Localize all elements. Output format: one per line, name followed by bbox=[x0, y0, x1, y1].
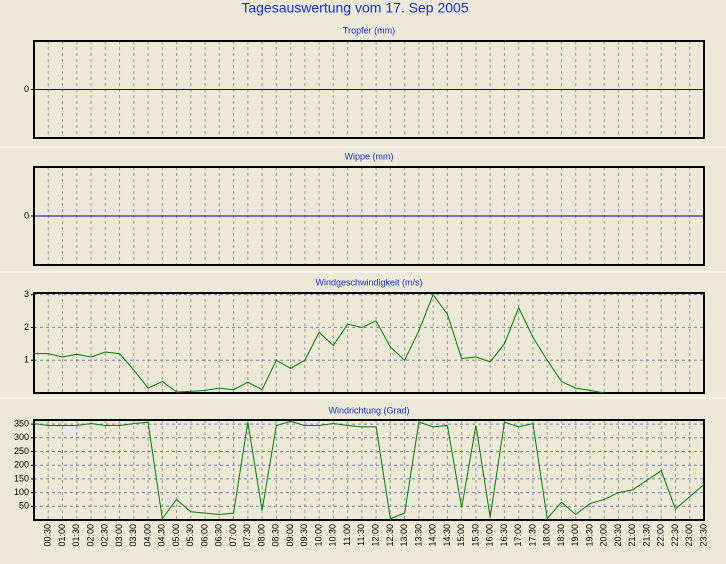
x-tick-label: 04:00 bbox=[142, 524, 152, 547]
y-tick-label: 2 bbox=[24, 322, 29, 332]
panel-title: Windgeschwindigkeit (m/s) bbox=[315, 277, 422, 287]
x-tick-label: 17:30 bbox=[527, 524, 537, 547]
x-tick-label: 23:30 bbox=[698, 524, 708, 547]
x-tick-label: 07:30 bbox=[242, 524, 252, 547]
y-tick-label: 300 bbox=[14, 432, 29, 442]
panel-title: Tropfer (mm) bbox=[343, 25, 395, 35]
y-tick-label: 3 bbox=[24, 289, 29, 299]
x-tick-label: 20:00 bbox=[599, 524, 609, 547]
x-tick-label: 02:30 bbox=[100, 524, 110, 547]
x-tick-label: 06:30 bbox=[214, 524, 224, 547]
x-tick-label: 03:00 bbox=[114, 524, 124, 547]
x-tick-label: 05:00 bbox=[171, 524, 181, 547]
data-line bbox=[33, 420, 705, 520]
panel-title: Windrichtung (Grad) bbox=[328, 405, 409, 415]
y-tick-label: 0 bbox=[24, 210, 29, 220]
x-tick-label: 03:30 bbox=[128, 524, 138, 547]
x-tick-label: 07:00 bbox=[228, 524, 238, 547]
x-tick-label: 22:30 bbox=[670, 524, 680, 547]
y-tick-label: 0 bbox=[24, 84, 29, 94]
chart-title: Tagesauswertung vom 17. Sep 2005 bbox=[241, 0, 468, 16]
x-tick-label: 02:00 bbox=[85, 524, 95, 547]
x-tick-label: 23:00 bbox=[684, 524, 694, 547]
y-tick-label: 150 bbox=[14, 473, 29, 483]
x-tick-label: 14:30 bbox=[442, 524, 452, 547]
x-tick-label: 20:30 bbox=[613, 524, 623, 547]
y-tick-label: 350 bbox=[14, 418, 29, 428]
x-tick-label: 00:30 bbox=[43, 524, 53, 547]
x-tick-label: 12:30 bbox=[385, 524, 395, 547]
x-tick-label: 15:00 bbox=[456, 524, 466, 547]
x-tick-label: 16:00 bbox=[485, 524, 495, 547]
x-tick-label: 10:30 bbox=[328, 524, 338, 547]
y-tick-label: 50 bbox=[19, 501, 29, 511]
panel-title: Wippe (mm) bbox=[345, 151, 394, 161]
x-tick-label: 01:30 bbox=[71, 524, 81, 547]
x-tick-label: 17:00 bbox=[513, 524, 523, 547]
y-tick-label: 100 bbox=[14, 487, 29, 497]
x-tick-label: 21:30 bbox=[641, 524, 651, 547]
x-tick-label: 14:00 bbox=[428, 524, 438, 547]
x-tick-label: 22:00 bbox=[656, 524, 666, 547]
x-tick-label: 21:00 bbox=[627, 524, 637, 547]
x-tick-label: 05:30 bbox=[185, 524, 195, 547]
y-tick-label: 1 bbox=[24, 355, 29, 365]
x-tick-label: 13:30 bbox=[413, 524, 423, 547]
x-tick-label: 18:00 bbox=[542, 524, 552, 547]
data-line bbox=[34, 293, 605, 394]
x-tick-label: 08:30 bbox=[271, 524, 281, 547]
x-tick-label: 12:00 bbox=[371, 524, 381, 547]
x-tick-label: 06:00 bbox=[199, 524, 209, 547]
x-tick-label: 16:30 bbox=[499, 524, 509, 547]
x-tick-label: 13:00 bbox=[399, 524, 409, 547]
x-tick-label: 09:30 bbox=[299, 524, 309, 547]
x-tick-label: 10:00 bbox=[313, 524, 323, 547]
y-tick-label: 200 bbox=[14, 460, 29, 470]
x-tick-label: 18:30 bbox=[556, 524, 566, 547]
x-tick-label: 04:30 bbox=[157, 524, 167, 547]
x-tick-label: 01:00 bbox=[57, 524, 67, 547]
x-tick-label: 08:00 bbox=[256, 524, 266, 547]
x-tick-label: 09:00 bbox=[285, 524, 295, 547]
x-tick-label: 19:00 bbox=[570, 524, 580, 547]
x-tick-label: 15:30 bbox=[470, 524, 480, 547]
y-tick-label: 250 bbox=[14, 446, 29, 456]
x-tick-label: 19:30 bbox=[584, 524, 594, 547]
plot-frame bbox=[33, 419, 705, 521]
x-tick-label: 11:00 bbox=[342, 524, 352, 546]
plot-frame bbox=[33, 292, 705, 394]
x-tick-label: 11:30 bbox=[356, 524, 366, 546]
